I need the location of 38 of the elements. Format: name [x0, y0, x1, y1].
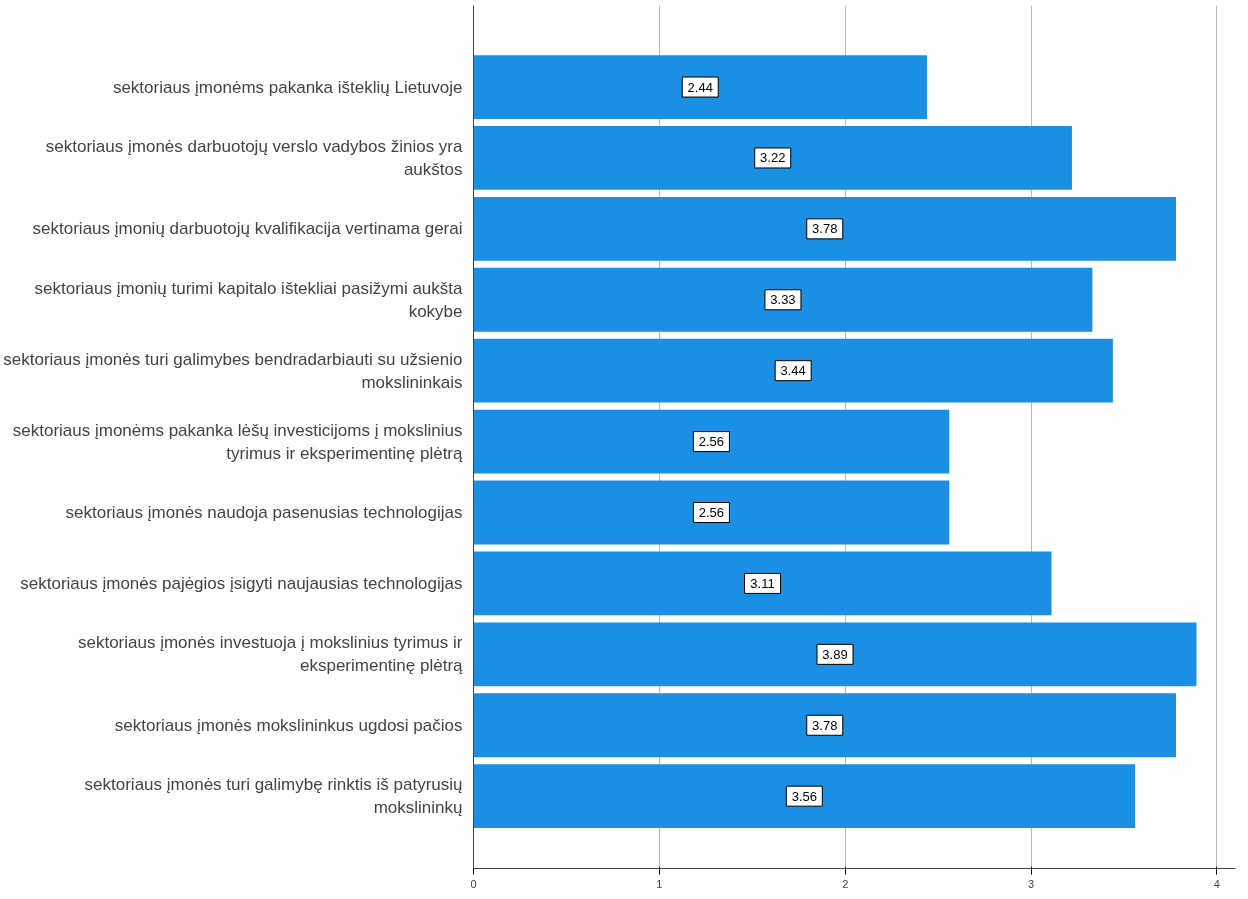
y-tick-label: sektoriaus įmonės investuoja į mokslinius tyrimus ir eksperimentinę plėtrą [77, 633, 464, 676]
y-tick-label: sektoriaus įmonės pajėgios įsigyti naujausias technologijas [20, 573, 463, 593]
bar [473, 764, 1136, 829]
bar [473, 551, 1052, 616]
y-tick-label: sektoriaus įmonėms pakanka lėšų investicijoms į mokslinius tyrimus ir eksperimentinę plėtrą [12, 420, 464, 463]
bar [473, 480, 950, 545]
y-tick-label: sektoriaus įmonės naudoja pasenusias technologijas [65, 503, 463, 523]
data-label: 3.56 [791, 788, 817, 804]
data-label: 2.56 [698, 505, 725, 521]
data-label: 2.56 [698, 434, 725, 450]
bar [473, 196, 1177, 261]
y-tick-label: sektoriaus įmonės mokslininkus ugdosi pačios [114, 715, 463, 735]
y-tick-label: sektoriaus įmonių turimi kapitalo ištekliai pasižymi aukšta kokybe [34, 278, 464, 321]
data-label: 2.44 [687, 79, 713, 95]
bar [473, 338, 1113, 403]
bar [473, 693, 1177, 758]
bar [473, 55, 927, 119]
data-label: 3.89 [822, 646, 848, 662]
data-label: 3.22 [760, 150, 786, 166]
data-label: 3.78 [812, 221, 838, 237]
x-tick-label: 1 [656, 877, 663, 890]
data-label: 3.33 [770, 292, 796, 308]
x-tick-label: 3 [1028, 877, 1035, 890]
x-tick-label: 4 [1213, 877, 1220, 890]
x-tick-label: 0 [470, 877, 477, 890]
bar [473, 409, 950, 474]
y-tick-label: sektoriaus įmonėms pakanka išteklių Lietuvoje [112, 77, 463, 97]
y-tick-label: sektoriaus įmonės darbuotojų verslo vadybos žinios yra aukštos [45, 137, 464, 179]
data-label: 3.11 [750, 575, 775, 591]
x-tick-label: 2 [842, 877, 849, 890]
bar [473, 267, 1093, 332]
data-label: 3.44 [780, 363, 806, 379]
y-tick-label: sektoriaus įmonės turi galimybes bendradarbiauti su užsienio mokslininkais [3, 349, 463, 392]
bar [473, 126, 1072, 190]
bar [473, 622, 1197, 687]
y-tick-label: sektoriaus įmonių darbuotojų kvalifikacija vertinama gerai [32, 219, 463, 239]
y-tick-label: sektoriaus įmonės turi galimybę rinktis iš patyrusių mokslininkų [84, 775, 463, 818]
data-label: 3.78 [812, 717, 838, 733]
